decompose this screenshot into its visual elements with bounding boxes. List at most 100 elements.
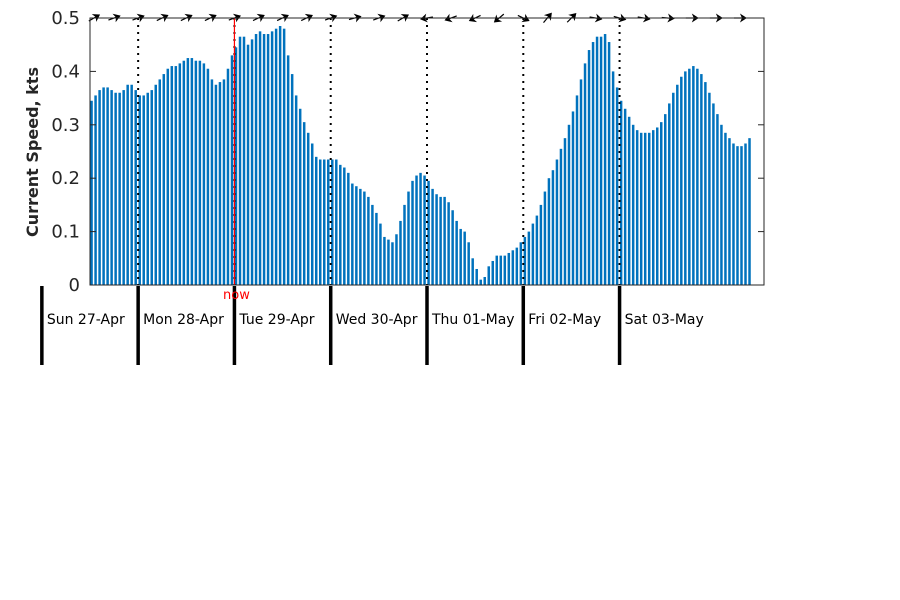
bar — [676, 84, 679, 285]
bar — [607, 42, 611, 285]
bar — [142, 95, 145, 286]
bar — [744, 143, 747, 285]
bar — [282, 28, 286, 286]
bar — [443, 196, 446, 285]
bar — [391, 242, 394, 285]
bar — [194, 60, 198, 285]
bar — [310, 143, 314, 285]
bar — [639, 132, 643, 285]
bar — [146, 92, 149, 285]
bar — [90, 100, 93, 286]
bar — [455, 220, 458, 285]
bar — [740, 146, 743, 285]
axes — [89, 17, 765, 286]
bar — [575, 95, 579, 286]
bar — [595, 36, 599, 285]
bar — [266, 34, 270, 285]
bar — [519, 242, 523, 285]
day-label: Fri 02-May — [528, 312, 601, 328]
bar — [567, 124, 571, 285]
bar — [206, 68, 210, 285]
bar — [515, 247, 519, 285]
bar — [543, 191, 547, 285]
bar — [254, 34, 258, 285]
bar — [623, 108, 627, 285]
bar — [724, 132, 727, 285]
bar — [319, 159, 322, 285]
bar — [383, 236, 386, 285]
day-label: Sun 27-Apr — [47, 312, 125, 328]
bar — [611, 71, 615, 286]
y-tick-label: 0.3 — [51, 115, 80, 136]
bar — [210, 79, 214, 285]
bar — [523, 236, 527, 285]
day-label: Mon 28-Apr — [143, 312, 224, 328]
bar — [323, 159, 326, 285]
bar — [302, 122, 306, 285]
bar — [471, 258, 474, 285]
bar — [495, 255, 499, 285]
bar — [351, 183, 354, 285]
bar — [122, 90, 125, 285]
bar — [579, 79, 583, 285]
bar — [411, 180, 414, 285]
bar — [202, 63, 206, 285]
bar — [736, 146, 739, 285]
bar — [306, 132, 310, 285]
bar — [286, 55, 290, 285]
bar — [294, 95, 298, 286]
bar — [222, 79, 226, 285]
bar — [431, 188, 434, 285]
bar — [258, 31, 262, 285]
bar — [507, 252, 511, 285]
bar — [643, 132, 647, 285]
bar — [230, 55, 234, 285]
bar — [599, 36, 603, 285]
bar — [242, 36, 246, 285]
bar — [150, 90, 153, 285]
bar — [174, 66, 178, 285]
bar — [218, 82, 222, 285]
bar — [343, 167, 346, 285]
bar — [475, 268, 478, 285]
bar — [130, 84, 133, 285]
bar — [660, 122, 663, 285]
bar — [531, 223, 535, 285]
bar — [423, 175, 426, 285]
day-label: Thu 01-May — [431, 312, 515, 328]
bar — [748, 138, 751, 285]
bar — [688, 68, 691, 285]
bar — [102, 87, 105, 285]
bar — [234, 47, 238, 286]
bar — [547, 178, 551, 285]
bar — [680, 76, 683, 286]
bar — [399, 220, 402, 285]
bar — [355, 186, 358, 285]
bar — [238, 36, 242, 285]
bar — [403, 204, 406, 285]
bar — [728, 138, 731, 285]
bar — [98, 90, 101, 285]
bar — [439, 196, 442, 285]
bar — [290, 74, 294, 285]
y-tick-label: 0.2 — [51, 168, 80, 189]
bar — [359, 188, 362, 285]
bar — [347, 172, 350, 285]
bar — [615, 87, 619, 285]
bar — [371, 204, 374, 285]
bar — [684, 71, 687, 286]
bar — [539, 204, 543, 285]
bar — [178, 63, 182, 285]
bar — [631, 124, 635, 285]
y-tick-label: 0.1 — [51, 222, 80, 243]
bar — [106, 87, 109, 285]
bar — [327, 159, 330, 285]
bar — [166, 68, 170, 285]
day-label: Tue 29-Apr — [238, 312, 314, 328]
bar — [278, 26, 282, 285]
bar — [331, 159, 334, 285]
bar — [555, 159, 559, 285]
bar — [110, 90, 113, 285]
bar — [463, 231, 466, 285]
